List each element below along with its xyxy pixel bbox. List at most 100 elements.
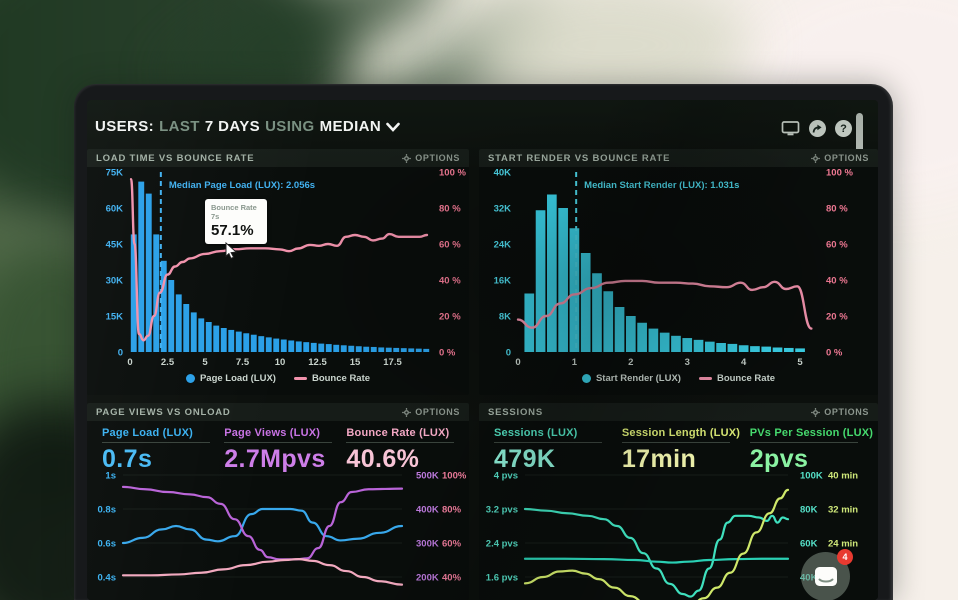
svg-text:20 %: 20 %: [826, 312, 848, 323]
notification-badge: 4: [837, 549, 853, 565]
svg-text:5: 5: [202, 357, 208, 368]
svg-text:0 %: 0 %: [439, 348, 456, 359]
gear-icon: [402, 407, 412, 417]
load-time-chart: 75K 60K 45K 30K 15K 0 100 % 80 % 60 % 40 % 20 % 0 %…: [106, 168, 467, 369]
gear-icon: [811, 153, 821, 163]
svg-text:40K: 40K: [494, 168, 512, 179]
start-render-chart: 40K 32K 24K 16K 8K 0 100 % 80 % 60 % 40 % 20 % 0 % 0…: [494, 168, 854, 369]
svg-text:8K: 8K: [499, 312, 511, 323]
svg-text:60K: 60K: [800, 539, 818, 550]
metric-session-length: Session Length (LUX) 17min: [621, 427, 741, 473]
legend-bounce-rate[interactable]: Bounce Rate: [698, 373, 775, 384]
svg-text:15: 15: [350, 357, 361, 368]
svg-text:1.6 pvs: 1.6 pvs: [486, 573, 518, 584]
svg-text:40 min: 40 min: [828, 471, 858, 482]
svg-text:40 %: 40 %: [439, 276, 461, 287]
svg-text:100 %: 100 %: [826, 168, 853, 179]
panel-title: SESSIONS: [488, 406, 543, 418]
svg-text:32K: 32K: [494, 204, 512, 215]
svg-text:80%: 80%: [442, 505, 462, 516]
svg-text:4: 4: [741, 357, 747, 368]
panel-title: LOAD TIME VS BOUNCE RATE: [96, 152, 255, 164]
svg-text:300K: 300K: [416, 539, 439, 550]
panel-load-time: LOAD TIME VS BOUNCE RATE OPTIONS 75K 60K 4…: [87, 149, 469, 395]
svg-text:80K: 80K: [800, 505, 818, 516]
svg-text:45K: 45K: [106, 240, 124, 251]
svg-text:60 %: 60 %: [826, 240, 848, 251]
svg-text:20 %: 20 %: [439, 312, 461, 323]
svg-text:0 %: 0 %: [826, 348, 843, 359]
bounce-rate-swatch: [698, 377, 712, 380]
legend-start-render[interactable]: Start Render (LUX): [581, 373, 681, 384]
page-load-swatch: [185, 374, 195, 383]
metric-pvs-per-session: PVs Per Session (LUX) 2pvs: [749, 427, 874, 473]
svg-text:17.5: 17.5: [383, 357, 402, 368]
svg-text:12.5: 12.5: [308, 357, 327, 368]
svg-text:40 %: 40 %: [826, 276, 848, 287]
svg-text:60K: 60K: [106, 204, 124, 215]
options-button[interactable]: OPTIONS: [402, 153, 460, 163]
panel-page-views: PAGE VIEWS VS ONLOAD OPTIONS Page Load (…: [87, 403, 469, 600]
metric-page-views: Page Views (LUX) 2.7Mpvs: [224, 427, 346, 473]
start-render-swatch: [581, 374, 591, 383]
options-button[interactable]: OPTIONS: [402, 407, 460, 417]
laptop-bezel: USERS: LAST 7 DAYS USING MEDIAN ? LOAD TIME …: [74, 84, 893, 600]
tooltip-title: Bounce Rate: [211, 203, 257, 212]
svg-text:100K: 100K: [800, 471, 823, 482]
help-icon[interactable]: ?: [835, 120, 852, 137]
svg-text:3.2 pvs: 3.2 pvs: [486, 505, 518, 516]
page-views-onload-chart: 1s 0.8s 0.6s 0.4s 500K 100% 400K 80% 300K 60% 200K…: [98, 471, 467, 586]
options-button[interactable]: OPTIONS: [811, 153, 869, 163]
svg-text:500K: 500K: [416, 471, 439, 482]
bounce-rate-swatch: [293, 377, 307, 380]
chat-icon: [814, 566, 837, 586]
panel-title: START RENDER VS BOUNCE RATE: [488, 152, 671, 164]
options-button[interactable]: OPTIONS: [811, 407, 869, 417]
svg-text:400K: 400K: [416, 505, 439, 516]
dashboard-header: USERS: LAST 7 DAYS USING MEDIAN ?: [95, 112, 866, 146]
svg-text:80 %: 80 %: [439, 204, 461, 215]
svg-text:16K: 16K: [494, 276, 512, 287]
svg-text:30K: 30K: [106, 276, 124, 287]
users-filter-dropdown[interactable]: USERS: LAST 7 DAYS USING MEDIAN: [95, 118, 400, 135]
display-icon[interactable]: [781, 120, 800, 137]
svg-text:1s: 1s: [105, 471, 116, 482]
svg-text:0: 0: [118, 348, 123, 359]
svg-text:3: 3: [685, 357, 690, 368]
svg-text:0.8s: 0.8s: [98, 505, 117, 516]
sessions-chart: 4 pvs 3.2 pvs 2.4 pvs 1.6 pvs 100K 40 min 80K 3…: [486, 471, 858, 600]
metric-page-load: Page Load (LUX) 0.7s: [102, 427, 224, 473]
svg-text:5: 5: [797, 357, 803, 368]
svg-text:24K: 24K: [494, 240, 512, 251]
legend-bounce-rate[interactable]: Bounce Rate: [293, 373, 370, 384]
svg-text:100%: 100%: [442, 471, 467, 482]
header-seg-last: LAST: [159, 118, 200, 135]
bounce-rate-tooltip: Bounce Rate 7s 57.1%: [205, 199, 267, 244]
header-seg-7days: 7 DAYS: [204, 118, 261, 135]
header-seg-median: MEDIAN: [319, 118, 382, 135]
metric-sessions: Sessions (LUX) 479K: [494, 427, 622, 473]
svg-text:0.6s: 0.6s: [98, 539, 117, 550]
gear-icon: [811, 407, 821, 417]
svg-text:60 %: 60 %: [439, 240, 461, 251]
mouse-cursor-icon: [225, 242, 238, 259]
dashboard-screen: USERS: LAST 7 DAYS USING MEDIAN ? LOAD TIME …: [87, 100, 878, 600]
svg-text:75K: 75K: [106, 168, 124, 179]
svg-text:0: 0: [515, 357, 520, 368]
legend-page-load[interactable]: Page Load (LUX): [185, 373, 276, 384]
svg-text:2: 2: [628, 357, 633, 368]
svg-text:1: 1: [572, 357, 578, 368]
share-icon[interactable]: [809, 120, 826, 137]
svg-text:Median Page Load (LUX): 2.056s: Median Page Load (LUX): 2.056s: [169, 180, 315, 191]
svg-text:32 min: 32 min: [828, 505, 858, 516]
panel-title: PAGE VIEWS VS ONLOAD: [96, 406, 231, 418]
intercom-chat-button[interactable]: 4: [801, 549, 853, 600]
svg-text:15K: 15K: [106, 312, 124, 323]
tooltip-value: 57.1%: [211, 222, 254, 239]
svg-text:7.5: 7.5: [236, 357, 250, 368]
svg-text:0: 0: [127, 357, 132, 368]
svg-text:0.4s: 0.4s: [98, 573, 117, 584]
gear-icon: [402, 153, 412, 163]
header-seg-users: USERS:: [95, 118, 155, 135]
